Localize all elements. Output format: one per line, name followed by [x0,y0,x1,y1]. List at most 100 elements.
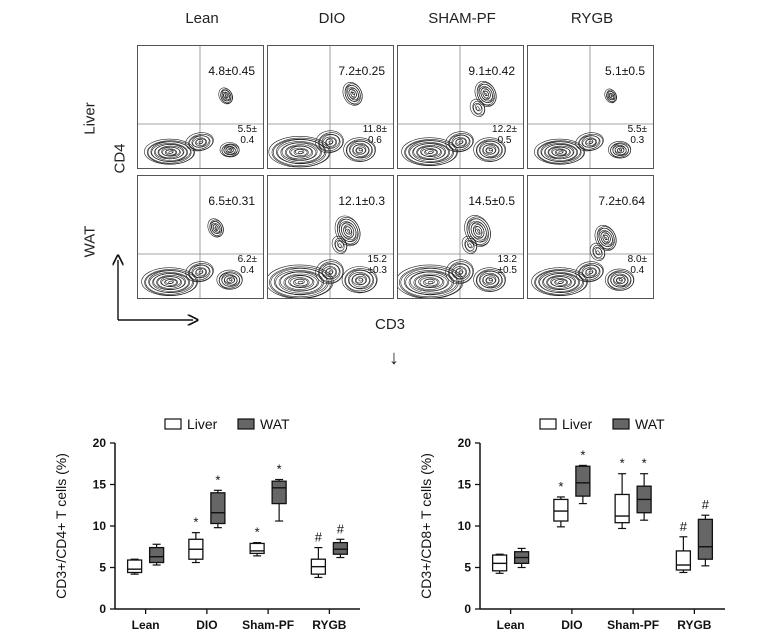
y-axis-label-cd4: CD4 [111,143,129,174]
legend-swatch-liver [164,418,182,430]
lower-right-population [604,268,635,291]
lower-right-percentage-line1: 15.2 [367,254,387,265]
box-liver-sham-pf: * [249,525,265,557]
significance-mark: * [558,479,563,494]
lower-right-population [341,266,378,294]
upper-right-percentage: 12.1±0.3 [338,194,385,208]
upper-right-population [604,88,618,104]
significance-mark: * [277,462,282,477]
upper-right-tail [469,98,486,117]
column-title-dio: DIO [318,10,346,27]
box-plot-cd8: CD3+/CD8+ T cells (%) 0 5 10 15 20 Lean DIO Sham… [418,416,725,632]
x-tick-label: DIO [196,618,217,632]
box-iqr [575,465,591,497]
lower-right-percentage-line1: 5.5± [627,124,647,135]
box-iqr [697,518,714,560]
legend-label-liver: Liver [562,416,593,432]
box-wat-dio: * [575,447,591,505]
flow-panel: 4.8±0.45 5.5± 0.4 [137,45,264,169]
upper-right-percentage: 7.2±0.64 [598,194,645,208]
lower-right-percentage: 8.0± 0.4 [628,254,647,276]
lower-left-population [398,264,464,298]
box-iqr [271,480,287,505]
lower-right-percentage-line1: 5.5± [237,124,257,135]
upper-right-population [207,218,224,238]
y-tick-label: 0 [99,602,106,616]
box-plot-cd4: CD3+/CD4+ T cells (%) 0 5 10 15 20 Lean DIO Sham… [53,416,360,632]
flow-panel: 6.5±0.31 6.2± 0.4 [137,175,264,299]
lower-right-percentage-line2: 0.4 [630,265,645,276]
row-label-wat: WAT [81,225,99,258]
row-label-liver: Liver [81,102,99,135]
lower-mid-population [315,130,344,154]
upper-right-population [594,224,617,251]
upper-right-population [342,82,363,106]
box-wat-lean [513,547,530,569]
lower-right-percentage-line2: 0.3 [630,135,645,146]
lower-right-percentage: 13.2 ±0.5 [498,254,517,276]
y-tick-label: 5 [464,561,471,575]
contour-plot [398,176,523,298]
legend-swatch-wat [237,418,255,430]
contour-plot [528,176,653,298]
box-liver-sham-pf: * [614,456,630,530]
lower-left-population [268,135,331,168]
box-liver-dio: * [188,515,204,564]
lower-right-percentage-line2: 0.5 [497,135,512,146]
upper-right-tail [589,242,606,261]
lower-right-percentage-line1: 6.2± [237,254,257,265]
legend-label-wat: WAT [260,416,290,432]
lower-right-population [473,137,506,162]
lower-left-population [141,267,198,296]
box-liver-rygb: # [310,530,327,579]
lower-mid-population [575,132,604,152]
significance-mark: * [255,525,260,540]
lower-mid-population [315,259,344,285]
x-tick-label: Sham-PF [242,618,294,632]
y-tick-label: 15 [458,478,472,492]
lower-right-percentage: 11.8± 0.6 [363,124,387,146]
x-tick-label: Lean [497,618,525,632]
upper-right-population [474,80,497,107]
flow-panel: 12.1±0.3 15.2 ±0.3 [267,175,394,299]
contour-plot [138,176,263,298]
lower-right-population [473,267,506,292]
box-liver-lean [126,558,143,575]
significance-mark: # [680,519,688,534]
significance-mark: * [215,472,220,487]
x-tick-label: DIO [561,618,582,632]
lower-left-population [534,138,586,165]
box-wat-dio: * [210,472,226,529]
upper-right-population [334,215,361,247]
legend-swatch-liver [539,418,557,430]
lower-left-population [144,138,196,165]
lower-right-percentage-line1: 11.8± [362,124,387,135]
upper-right-tail [331,235,348,254]
axis-arrows [108,250,208,330]
lower-right-percentage-line2: 0.6 [367,135,382,146]
legend: Liver WAT [164,416,290,432]
y-axis-label: CD3+/CD8+ T cells (%) [418,453,434,599]
lower-left-population [268,264,334,298]
lower-right-population [219,142,240,158]
legend-swatch-wat [612,418,630,430]
lower-right-percentage-line2: 0.4 [240,135,255,146]
legend: Liver WAT [539,416,665,432]
box-wat-rygb: # [332,521,349,559]
significance-mark: # [315,530,323,545]
column-title-sham-pf: SHAM-PF [428,10,496,27]
box-iqr [675,550,692,571]
lower-mid-population [185,132,214,152]
upper-right-population [218,87,233,105]
upper-right-percentage: 4.8±0.45 [208,64,255,78]
lower-right-percentage-line1: 13.2 [497,254,517,265]
lower-right-percentage: 12.2± 0.5 [492,124,517,146]
box-liver-rygb: # [675,519,692,574]
lower-mid-population [185,261,214,283]
significance-mark: * [580,447,585,462]
flow-panel: 9.1±0.42 12.2± 0.5 [397,45,524,169]
box-wat-sham-pf: * [636,456,652,521]
lower-right-population [216,269,243,290]
upper-right-percentage: 7.2±0.25 [338,64,385,78]
lower-left-population [401,137,458,166]
